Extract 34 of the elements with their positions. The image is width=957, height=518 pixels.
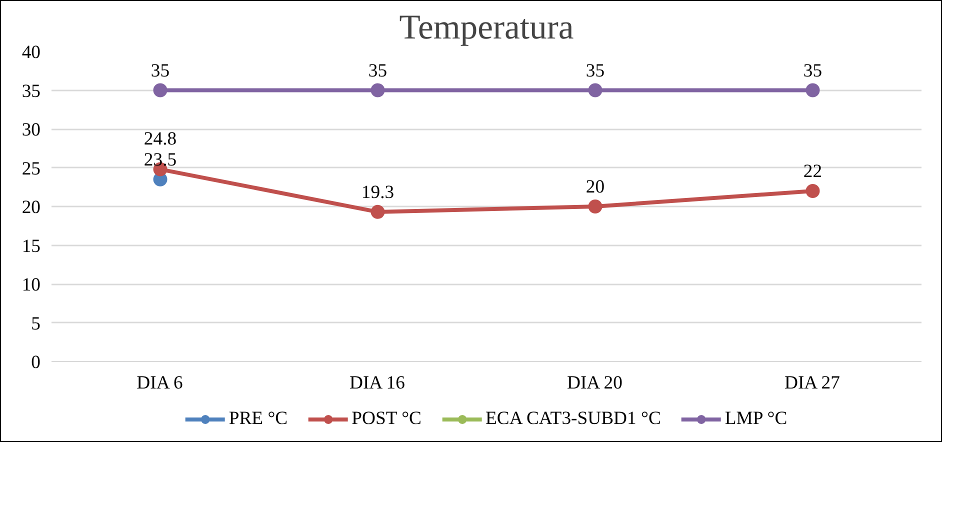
- x-tick-label: DIA 16: [350, 372, 405, 394]
- point: [806, 184, 820, 198]
- data-label: 35: [586, 60, 605, 82]
- chart-title: Temperatura: [399, 8, 574, 46]
- data-label: 22: [803, 161, 822, 182]
- legend-label: PRE °C: [228, 408, 288, 430]
- y-tick-label: 10: [22, 274, 40, 296]
- y-tick-label: 40: [22, 42, 40, 63]
- y-tick-label: 25: [22, 158, 40, 180]
- y-tick-label: 35: [22, 80, 40, 102]
- data-label: 20: [586, 176, 605, 198]
- y-tick-label: 5: [31, 313, 40, 334]
- legend-label: POST °C: [352, 408, 422, 430]
- y-tick-label: 30: [22, 120, 40, 140]
- legend-label: ECA CAT3-SUBD1 °C: [486, 408, 661, 430]
- y-tick-label: 0: [31, 352, 40, 373]
- point: [588, 200, 602, 214]
- point: [153, 83, 168, 98]
- point: [370, 204, 385, 219]
- y-tick-label: 15: [22, 236, 40, 257]
- x-tick-label: DIA 27: [784, 372, 840, 394]
- data-label: 19.3: [361, 182, 394, 203]
- point: [588, 83, 602, 98]
- data-label: 35: [150, 60, 170, 82]
- data-label: 35: [803, 60, 822, 82]
- x-tick-label: DIA 20: [567, 372, 622, 394]
- x-tick-label: DIA 6: [136, 372, 183, 394]
- y-tick-label: 20: [22, 197, 40, 218]
- point: [806, 83, 820, 98]
- legend-label: LMP °C: [724, 408, 788, 430]
- data-label: 35: [368, 60, 388, 82]
- data-label: 23.5: [144, 149, 177, 170]
- point: [370, 83, 385, 98]
- data-label: 24.8: [144, 128, 177, 150]
